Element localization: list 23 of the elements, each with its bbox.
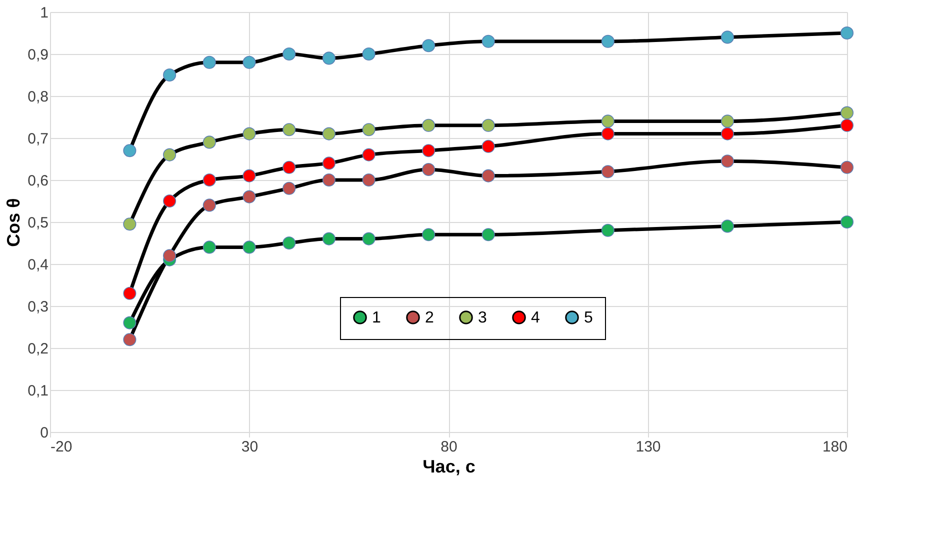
x-tick-label: -20 [50, 438, 72, 456]
legend-label: 1 [372, 309, 381, 326]
x-tick-label: 80 [440, 438, 458, 456]
y-tick-label: 0,1 [28, 382, 48, 400]
y-tick-label: 0,7 [28, 130, 48, 148]
y-tick-label: 0,4 [28, 256, 48, 274]
x-tick-label: 180 [822, 438, 848, 456]
x-tick-label: 130 [636, 438, 661, 456]
legend-label: 4 [531, 309, 540, 326]
x-tick-label: 30 [241, 438, 258, 456]
y-tick-label: 0,9 [28, 46, 48, 64]
y-axis-title: Cos θ [4, 198, 24, 247]
y-tick-label: 0 [40, 424, 48, 442]
y-tick-label: 1 [40, 4, 48, 22]
legend-label: 2 [425, 309, 434, 326]
y-tick-label: 0,8 [28, 88, 48, 106]
y-tick-label: 0,6 [28, 172, 48, 190]
legend-label: 3 [478, 309, 487, 326]
y-tick-label: 0,3 [28, 298, 48, 316]
y-tick-label: 0,5 [28, 214, 48, 232]
x-axis-title: Час, с [422, 456, 476, 476]
legend-label: 5 [584, 309, 593, 326]
y-tick-label: 0,2 [28, 340, 48, 358]
